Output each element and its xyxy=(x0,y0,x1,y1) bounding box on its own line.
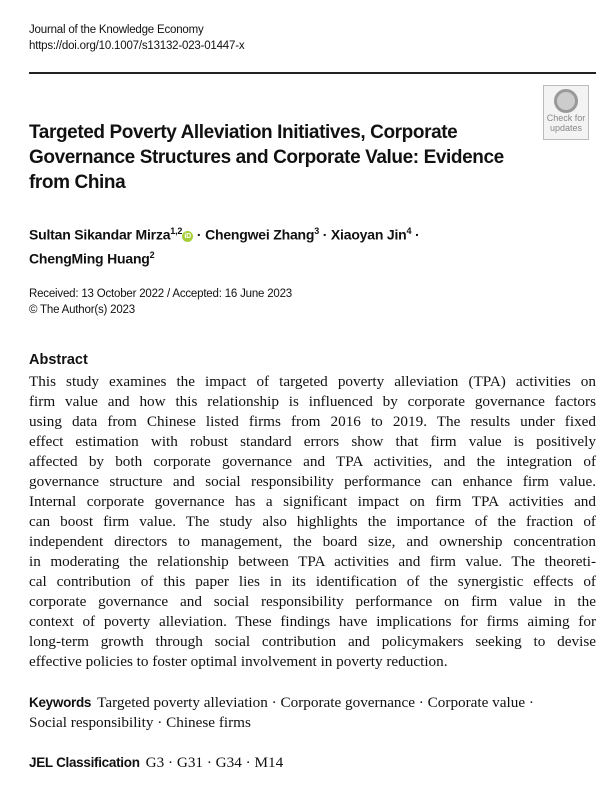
author-list: Sultan Sikandar Mirza1,2iD · Chengwei Zh… xyxy=(29,226,420,267)
abstract-line: can boost firm value. The study also hig… xyxy=(29,513,596,530)
abstract-heading: Abstract xyxy=(29,352,88,368)
abstract-line: This study examines the impact of target… xyxy=(29,373,596,390)
abstract-line: governance structure and social responsi… xyxy=(29,473,596,490)
abstract-line: affected by both corporate governance an… xyxy=(29,453,596,470)
copyright: © The Author(s) 2023 xyxy=(29,304,135,316)
bookmark-circle-icon xyxy=(554,89,578,113)
affiliation-marker: 3 xyxy=(314,226,320,236)
title-line: Governance Structures and Corporate Valu… xyxy=(29,147,504,168)
journal-header: Journal of the Knowledge Economy https:/… xyxy=(29,22,245,54)
affiliation-marker: 2 xyxy=(149,249,155,260)
affiliation-marker: 1,2 xyxy=(170,226,183,236)
abstract-line: using data from Chinese listed firms fro… xyxy=(29,413,596,430)
abstract-line: context of poverty alleviation. These fi… xyxy=(29,613,596,630)
abstract-body: This study examines the impact of target… xyxy=(29,372,596,672)
keywords: Keywords Targeted poverty alleviation · C… xyxy=(29,693,596,733)
dates: Received: 13 October 2022 / Accepted: 16… xyxy=(29,286,292,318)
keywords-text: Targeted poverty alleviation · Corporate… xyxy=(97,694,534,711)
jel-label: JEL Classification xyxy=(29,755,140,770)
orcid-icon[interactable]: iD xyxy=(182,230,194,242)
affiliation-marker: 4 xyxy=(406,226,412,236)
paper-title: Targeted Poverty Alleviation Initiatives… xyxy=(29,120,529,195)
jel-codes: G3 · G31 · G34 · M14 xyxy=(145,754,284,771)
abstract-line: effective policies to foster optimal inv… xyxy=(29,653,448,670)
abstract-line: firm value and how this relationship is … xyxy=(29,393,596,410)
author-name[interactable]: Sultan Sikandar Mirza xyxy=(29,226,171,243)
abstract-line: corporate governance and social responsi… xyxy=(29,593,596,610)
abstract-line: long-term growth through social contribu… xyxy=(29,633,596,650)
journal-name: Journal of the Knowledge Economy xyxy=(29,24,204,36)
title-line: Targeted Poverty Alleviation Initiatives… xyxy=(29,122,458,143)
abstract-line: independent directors to management, the… xyxy=(29,533,596,550)
abstract-line: Internal corporate governance has a sign… xyxy=(29,493,596,510)
doi-link[interactable]: https://doi.org/10.1007/s13132-023-01447… xyxy=(29,40,245,52)
abstract-line: in moderating the relationship between T… xyxy=(29,553,596,570)
abstract-line: effect estimation with robust standard e… xyxy=(29,433,596,450)
keywords-text-2: Social responsibility · Chinese firms xyxy=(29,714,251,731)
author-name[interactable]: ChengMing Huang xyxy=(29,250,150,267)
title-line: from China xyxy=(29,172,126,193)
jel-classification: JEL Classification G3 · G31 · G34 · M14 xyxy=(29,753,283,773)
keywords-label: Keywords xyxy=(29,695,92,710)
author-name[interactable]: Chengwei Zhang xyxy=(205,226,315,243)
header-rule xyxy=(29,72,596,74)
check-updates-label: Check for xyxy=(546,113,586,123)
abstract-line: cal contribution of this paper lies in i… xyxy=(29,573,596,590)
check-updates-label-2: updates xyxy=(549,122,583,133)
check-for-updates-button[interactable]: Check for updates xyxy=(543,85,589,140)
received-accepted: Received: 13 October 2022 / Accepted: 16… xyxy=(29,288,292,300)
author-name[interactable]: Xiaoyan Jin xyxy=(330,226,407,243)
